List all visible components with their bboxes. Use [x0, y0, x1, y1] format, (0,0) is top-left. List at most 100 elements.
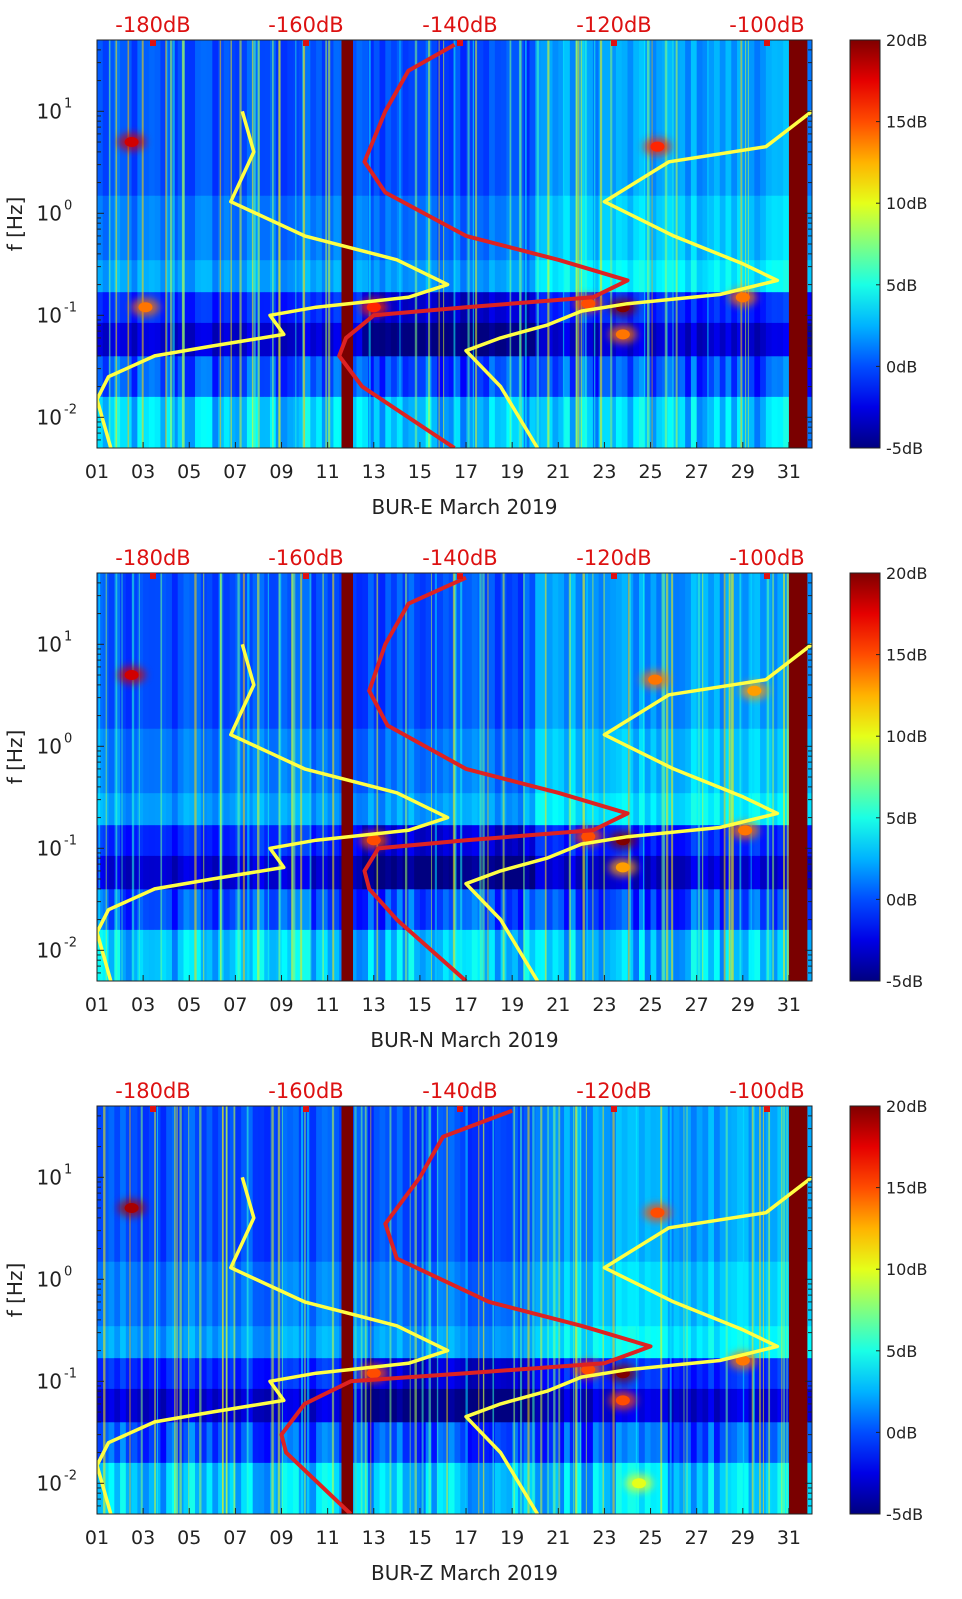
- spectrogram-cell: [414, 195, 421, 261]
- spectrogram-cell: [598, 728, 606, 794]
- spectrogram-cell: [466, 728, 473, 794]
- spectrogram-cell: [419, 259, 427, 293]
- spectrogram-cell: [293, 1325, 300, 1359]
- spectrogram-cell: [419, 728, 427, 794]
- spectrogram-cell: [696, 1357, 704, 1389]
- spectrogram-cell: [765, 573, 773, 729]
- x-tick-label: 19: [500, 1527, 524, 1549]
- spectrogram-cell: [229, 355, 236, 397]
- x-tick-label: 31: [777, 461, 801, 483]
- spectrogram-cell: [350, 40, 358, 196]
- spectrogram-cell: [316, 728, 323, 794]
- spectrogram-cell: [737, 291, 744, 323]
- spectrogram-cell: [431, 322, 438, 357]
- spectrogram-cell: [102, 1325, 110, 1359]
- spectrogram-cell: [604, 929, 611, 981]
- spectrogram-cell: [281, 322, 288, 357]
- spectrogram-cell: [621, 259, 629, 293]
- transient-streak: [188, 1106, 190, 1514]
- spectrogram-cell: [212, 1106, 219, 1262]
- spectrogram-cell: [552, 291, 559, 323]
- data-gap: [341, 1106, 354, 1514]
- spectrogram-cell: [523, 1106, 531, 1262]
- spectrogram-cell: [719, 40, 727, 196]
- spectrogram-cell: [177, 291, 185, 323]
- spectrogram-cell: [333, 573, 340, 729]
- spectrogram-cell: [396, 1325, 404, 1359]
- spectrogram-cell: [483, 1261, 490, 1327]
- spectrogram-cell: [333, 322, 340, 357]
- x-tick-label: 19: [500, 994, 524, 1016]
- spectrogram-cell: [206, 355, 213, 397]
- transient-streak: [731, 573, 733, 981]
- spectrogram-cell: [356, 1261, 363, 1327]
- spectrogram-cell: [414, 728, 421, 794]
- spectrogram-cell: [189, 824, 196, 856]
- spectrogram-cell: [806, 1325, 812, 1359]
- spectrogram-cell: [696, 396, 704, 448]
- spectrogram-cell: [114, 396, 121, 448]
- transient-streak: [277, 1106, 281, 1514]
- spectrogram-cell: [114, 888, 121, 930]
- spectrogram-cell: [195, 792, 202, 826]
- transient-streak: [322, 573, 324, 981]
- spectrogram-cell: [731, 888, 738, 930]
- spectrogram-cell: [592, 355, 600, 397]
- spectrogram-cell: [258, 195, 265, 261]
- spectrogram-cell: [293, 1388, 300, 1423]
- spectrogram-cell: [258, 40, 265, 196]
- transient-streak: [428, 40, 431, 448]
- spectrogram-cell: [97, 195, 104, 261]
- spectrogram-cell: [667, 322, 675, 357]
- transient-streak: [291, 573, 294, 981]
- spectrogram-cell: [206, 929, 213, 981]
- spectrogram-cell: [442, 1388, 450, 1423]
- colorbar-tick-label: 0dB: [886, 357, 917, 376]
- spectrogram-cell: [258, 1357, 265, 1389]
- spectrogram-cell: [587, 573, 594, 729]
- spectrogram-cell: [316, 792, 323, 826]
- spectrogram-cell: [327, 1462, 335, 1514]
- spectrogram-cell: [235, 40, 242, 196]
- spectrogram-cell: [396, 1106, 404, 1262]
- spectrogram-cell: [97, 1325, 104, 1359]
- spectrogram-cell: [725, 259, 732, 293]
- spectrogram-cell: [662, 824, 669, 856]
- spectrogram-cell: [540, 1106, 548, 1262]
- spectrogram-cell: [494, 40, 502, 196]
- spectrogram-cell: [333, 291, 340, 323]
- spectrogram-cell: [131, 1421, 138, 1463]
- spectrogram-cell: [419, 195, 427, 261]
- spectrogram-cell: [408, 573, 415, 729]
- spectrogram-cell: [552, 1388, 559, 1423]
- spectrogram-cell: [592, 259, 600, 293]
- spectrogram-cell: [731, 396, 738, 448]
- spectrogram-cell: [391, 1106, 398, 1262]
- spectrogram-cell: [333, 1421, 340, 1463]
- spectrogram-cell: [125, 1357, 133, 1389]
- spectrogram-cell: [569, 1261, 577, 1327]
- transient-streak: [766, 573, 770, 981]
- spectrogram-cell: [621, 792, 629, 826]
- spectrogram-cell: [206, 195, 213, 261]
- spectrogram-cell: [592, 1421, 600, 1463]
- transient-streak: [544, 573, 547, 981]
- spectrogram-cell: [223, 792, 231, 826]
- spectrogram-cell: [581, 40, 588, 196]
- spectrogram-cell: [725, 1462, 732, 1514]
- spectrogram-cell: [333, 824, 340, 856]
- spectrogram-cell: [327, 888, 335, 930]
- spectrogram-cell: [587, 355, 594, 397]
- spectrogram-cell: [708, 792, 715, 826]
- x-tick-label: 15: [408, 994, 432, 1016]
- spectrogram-cell: [806, 1357, 812, 1389]
- spectrogram-cell: [316, 929, 323, 981]
- spectrogram-cell: [264, 322, 271, 357]
- transient-streak: [220, 573, 222, 981]
- top-db-tick-label: -180dB: [115, 13, 190, 37]
- spectrogram-cell: [327, 259, 335, 293]
- spectrogram-cell: [143, 1261, 150, 1327]
- colorbar-tick-label: 10dB: [886, 727, 928, 746]
- spectrogram-cell: [223, 888, 231, 930]
